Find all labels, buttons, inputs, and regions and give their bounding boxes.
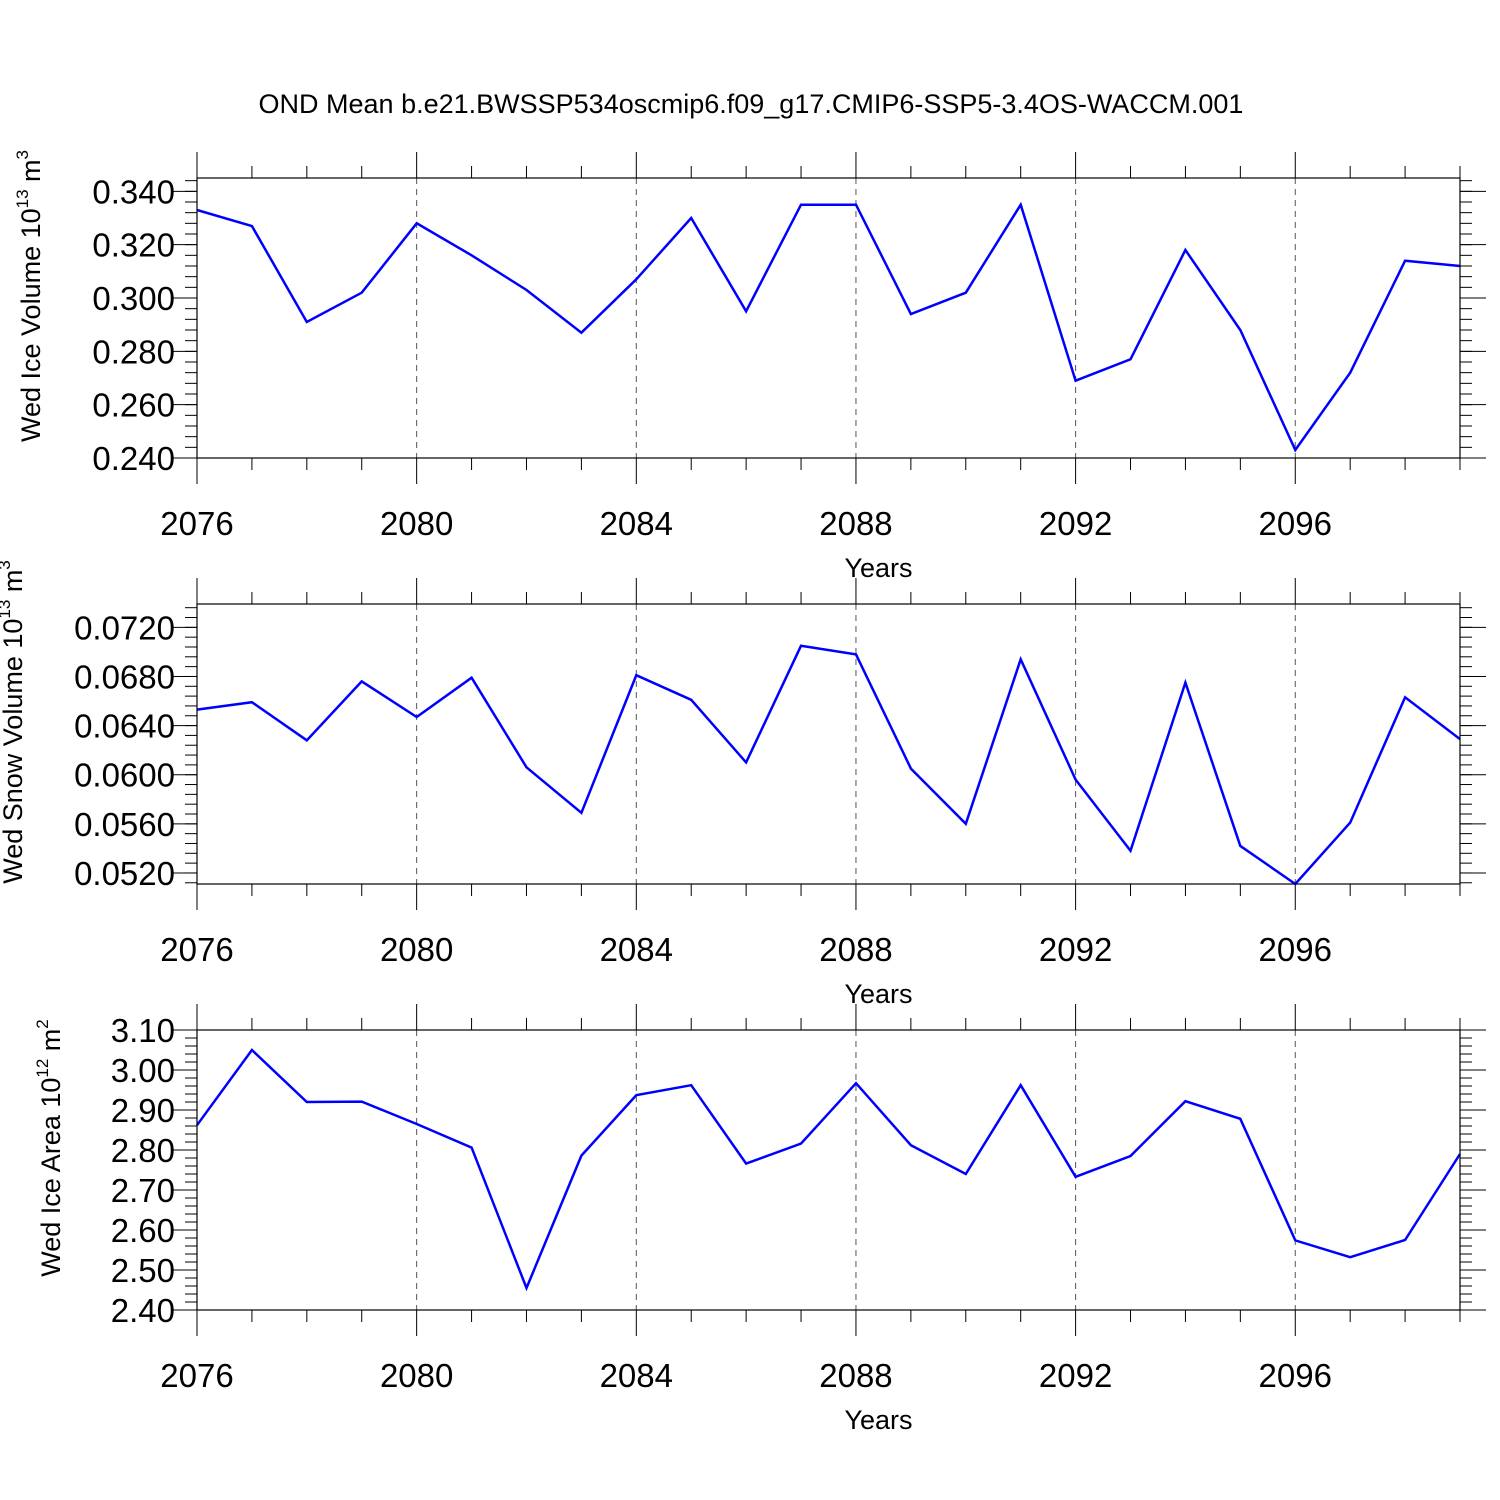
x-tick-label: 2092 xyxy=(1039,1357,1112,1394)
y-tick-label: 2.70 xyxy=(111,1172,175,1209)
series-line xyxy=(196,644,1461,886)
y-tick-label: 0.0600 xyxy=(74,757,175,794)
x-tick-label: 2080 xyxy=(380,1357,453,1394)
x-tick-label: 2084 xyxy=(600,1357,673,1394)
x-tick-label: 2076 xyxy=(160,1357,233,1394)
x-tick-label: 2076 xyxy=(160,505,233,542)
y-axis-title-unit-exponent: 2 xyxy=(33,1019,52,1028)
x-tick-label: 2088 xyxy=(819,505,892,542)
chart-title: OND Mean b.e21.BWSSP534oscmip6.f09_g17.C… xyxy=(259,89,1244,119)
panel-1: 0.240 0.260 0.280 0.300 0.320 0.340 2076 2080 20… xyxy=(13,150,1486,583)
x-axis-title: Years xyxy=(844,979,912,1009)
series-line xyxy=(196,201,1461,453)
plot-frame xyxy=(196,603,1461,885)
y-axis-title-exponent: 13 xyxy=(13,189,32,208)
y-tick-label: 0.340 xyxy=(92,173,175,210)
y-axis-title: Wed Snow Volume 1013 m3 xyxy=(0,560,28,884)
y-axis-title-unit: m xyxy=(16,159,46,189)
panel-2: 0.0520 0.0560 0.0600 0.0640 0.0680 0.0720 2076… xyxy=(0,560,1486,1009)
y-tick-label: 0.300 xyxy=(92,280,175,317)
plot-frame xyxy=(196,177,1461,459)
x-axis-title: Years xyxy=(844,1405,912,1435)
y-tick-label: 0.0560 xyxy=(74,806,175,843)
y-tick-label: 0.0520 xyxy=(74,855,175,892)
x-tick-label: 2096 xyxy=(1259,931,1332,968)
y-tick-label: 0.320 xyxy=(92,227,175,264)
y-tick-label: 0.280 xyxy=(92,333,175,370)
y-axis-title-unit: m xyxy=(0,570,28,600)
y-tick-label: 3.10 xyxy=(111,1012,175,1049)
y-tick-label: 2.40 xyxy=(111,1292,175,1329)
x-tick-label: 2092 xyxy=(1039,931,1112,968)
y-axis-title-exponent: 13 xyxy=(0,600,14,619)
y-axis-title-exponent: 12 xyxy=(33,1059,52,1078)
x-tick-label: 2092 xyxy=(1039,505,1112,542)
y-tick-label: 0.0640 xyxy=(74,708,175,745)
y-tick-label: 0.260 xyxy=(92,387,175,424)
y-tick-label: 3.00 xyxy=(111,1052,175,1089)
plot-frame xyxy=(196,1029,1461,1311)
x-tick-label: 2084 xyxy=(600,931,673,968)
x-tick-label: 2096 xyxy=(1259,1357,1332,1394)
x-tick-label: 2096 xyxy=(1259,505,1332,542)
x-axis-title: Years xyxy=(844,553,912,583)
x-tick-label: 2088 xyxy=(819,1357,892,1394)
panel-3: 2.402.502.602.702.802.903.003.10 2076 2080… xyxy=(33,1004,1486,1435)
x-tick-label: 2084 xyxy=(600,505,673,542)
y-axis-title: Wed Ice Area 1012 m2 xyxy=(33,1019,66,1277)
y-tick-label: 2.50 xyxy=(111,1252,175,1289)
y-axis-title: Wed Ice Volume 1013 m3 xyxy=(13,150,46,442)
y-tick-label: 0.0680 xyxy=(74,658,175,695)
y-axis-title-unit-exponent: 3 xyxy=(13,150,32,159)
y-axis-title-text: Wed Snow Volume 10 xyxy=(0,619,28,884)
y-axis-title-unit-exponent: 3 xyxy=(0,560,14,569)
y-tick-label: 0.240 xyxy=(92,440,175,477)
y-axis-title-text: Wed Ice Volume 10 xyxy=(16,208,46,442)
y-axis-title-text: Wed Ice Area 10 xyxy=(36,1078,66,1277)
x-tick-label: 2088 xyxy=(819,931,892,968)
x-tick-label: 2080 xyxy=(380,931,453,968)
y-tick-label: 2.80 xyxy=(111,1132,175,1169)
y-tick-label: 0.0720 xyxy=(74,609,175,646)
y-tick-label: 2.90 xyxy=(111,1092,175,1129)
y-tick-label: 2.60 xyxy=(111,1212,175,1249)
x-tick-label: 2080 xyxy=(380,505,453,542)
x-tick-label: 2076 xyxy=(160,931,233,968)
series-line xyxy=(195,1048,1462,1292)
y-axis-title-unit: m xyxy=(36,1029,66,1059)
